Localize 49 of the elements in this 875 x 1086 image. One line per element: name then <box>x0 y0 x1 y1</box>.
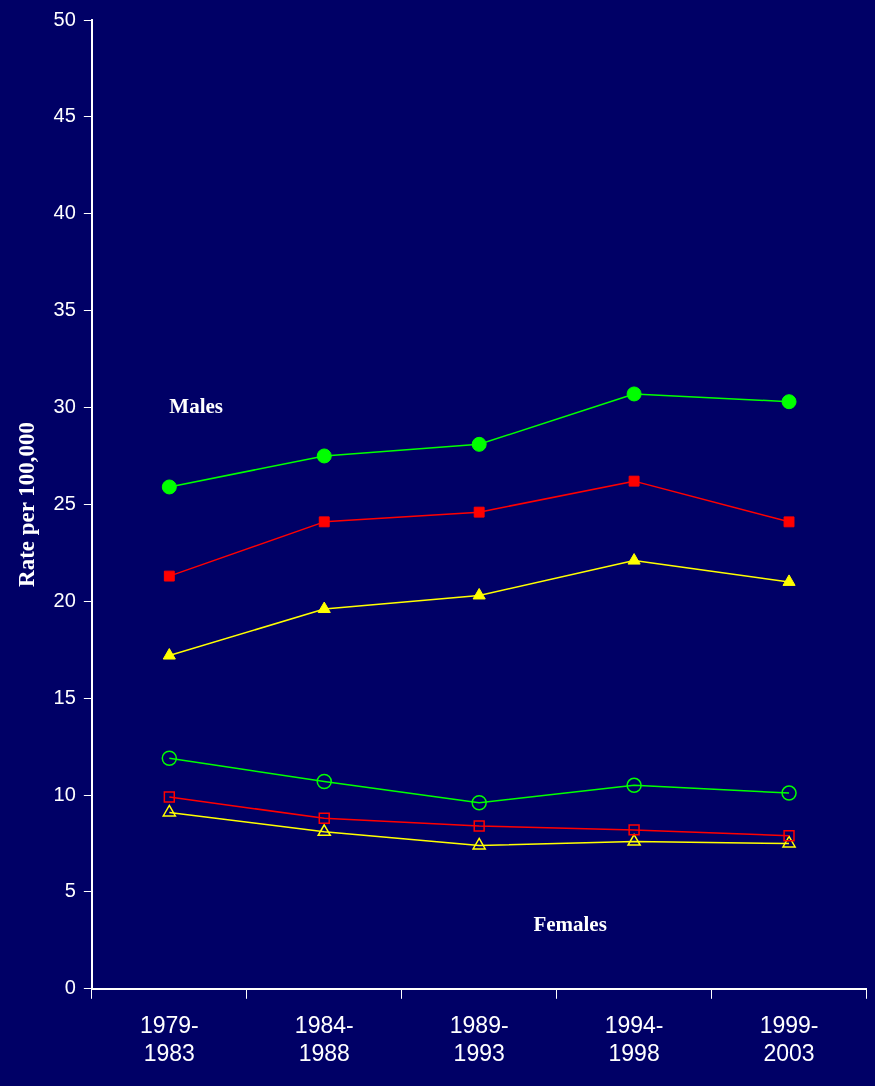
point <box>316 773 332 790</box>
point <box>783 830 795 842</box>
point <box>783 516 795 528</box>
point <box>473 820 485 832</box>
annotation: Females <box>533 912 607 937</box>
point <box>626 777 642 794</box>
point <box>317 601 331 614</box>
y-tick-label: 50 <box>53 7 76 30</box>
point <box>472 837 486 850</box>
point <box>318 812 330 824</box>
x-tick-label: 1999-2003 <box>759 1011 819 1066</box>
point <box>318 516 330 528</box>
x-tick-label: 1979-1983 <box>139 1011 199 1066</box>
point <box>316 448 332 464</box>
point <box>162 648 176 660</box>
point <box>781 785 797 801</box>
y-tick-label: 25 <box>53 491 76 514</box>
annotation: Males <box>169 393 223 418</box>
point <box>161 479 177 495</box>
y-tick-label: 15 <box>53 685 76 708</box>
x-tick-label: 1994-1998 <box>604 1011 664 1066</box>
y-tick-label: 40 <box>53 201 76 224</box>
point <box>781 394 797 410</box>
point <box>162 804 177 817</box>
y-tick-label: 35 <box>53 298 76 321</box>
y-tick-label: 10 <box>53 782 76 805</box>
y-tick-label: 20 <box>53 588 76 611</box>
point <box>628 824 640 836</box>
point <box>472 587 486 600</box>
y-tick-label: 5 <box>64 879 76 902</box>
y-tick-label: 45 <box>53 104 76 127</box>
point <box>628 475 640 487</box>
y-tick-label: 30 <box>53 395 76 418</box>
point <box>163 570 175 582</box>
y-tick-label: 0 <box>64 976 76 999</box>
point <box>471 436 487 452</box>
point <box>317 824 332 837</box>
point <box>471 795 487 811</box>
point <box>782 835 796 848</box>
point <box>627 833 641 846</box>
y-axis-title: Rate per 100,000 <box>13 421 39 587</box>
x-tick-label: 1984-1988 <box>294 1011 354 1066</box>
point <box>163 791 176 803</box>
point <box>782 574 796 586</box>
point <box>473 506 485 518</box>
x-tick-label: 1989-1993 <box>449 1011 509 1066</box>
point <box>626 386 642 402</box>
point <box>161 750 178 766</box>
point <box>627 553 641 565</box>
